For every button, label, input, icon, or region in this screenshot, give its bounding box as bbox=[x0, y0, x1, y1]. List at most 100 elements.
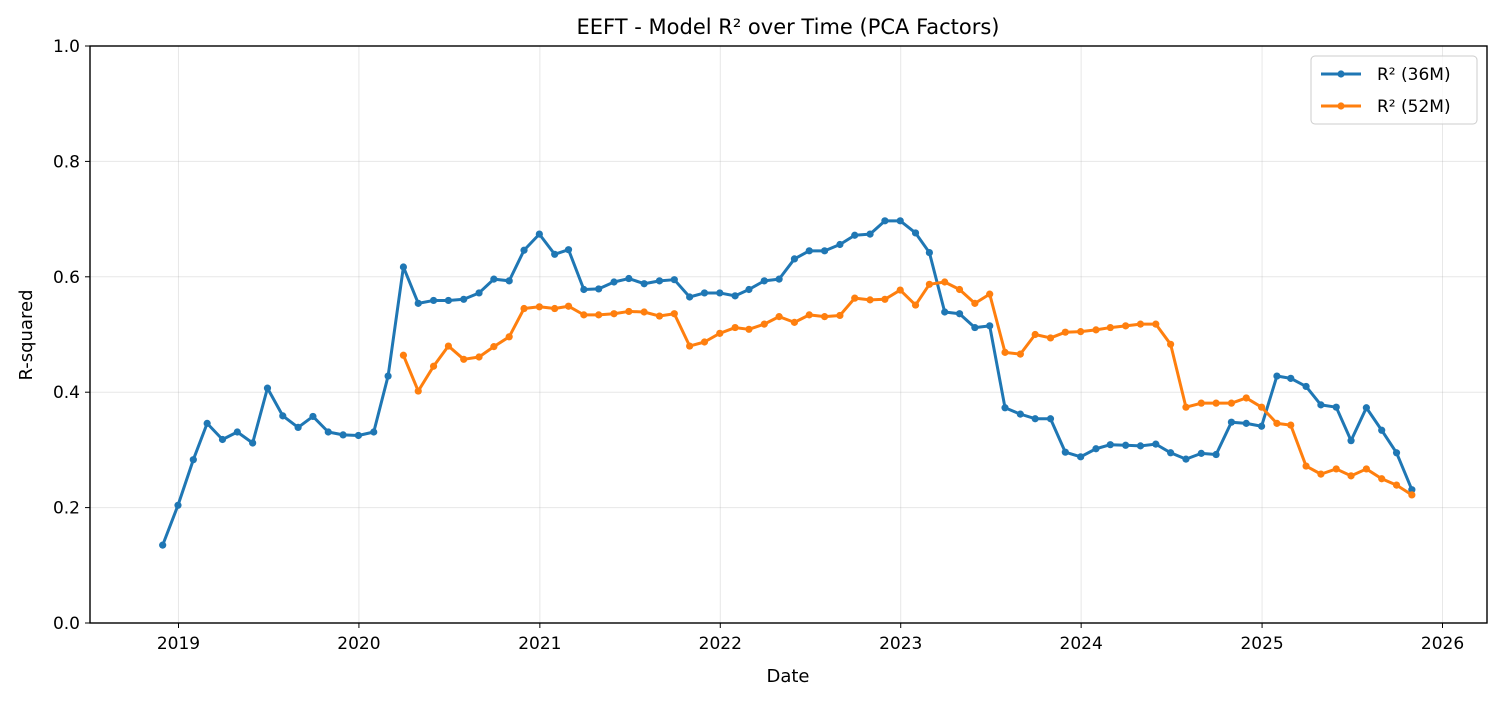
data-point bbox=[339, 431, 347, 439]
x-tick-label: 2020 bbox=[337, 634, 380, 654]
data-point bbox=[836, 311, 844, 320]
data-point bbox=[595, 285, 603, 293]
data-point bbox=[1001, 348, 1009, 356]
data-point bbox=[1046, 415, 1055, 423]
data-point bbox=[324, 428, 332, 436]
data-point bbox=[399, 351, 408, 359]
legend: R² (36M) R² (52M) bbox=[1310, 55, 1478, 125]
data-point bbox=[475, 289, 483, 297]
data-point bbox=[686, 342, 694, 350]
data-point bbox=[896, 286, 904, 294]
legend-item: R² (36M) bbox=[1321, 65, 1451, 85]
data-point bbox=[1092, 445, 1100, 453]
data-point bbox=[866, 230, 874, 238]
data-point bbox=[971, 299, 979, 307]
data-point bbox=[820, 313, 829, 321]
data-point bbox=[625, 274, 633, 283]
data-point bbox=[595, 311, 603, 319]
data-point bbox=[1347, 472, 1355, 480]
data-point bbox=[1408, 486, 1416, 494]
x-tick-label: 2026 bbox=[1421, 634, 1464, 654]
x-tick-label: 2023 bbox=[879, 634, 922, 654]
data-point bbox=[1302, 382, 1310, 391]
data-point bbox=[731, 292, 739, 300]
data-point bbox=[760, 320, 768, 328]
data-point bbox=[263, 384, 272, 392]
data-point bbox=[625, 307, 633, 316]
data-point bbox=[1362, 404, 1370, 412]
data-point bbox=[1392, 481, 1401, 489]
data-point bbox=[790, 255, 799, 263]
data-point bbox=[414, 387, 422, 395]
data-point bbox=[1273, 419, 1281, 427]
data-point bbox=[1122, 441, 1130, 449]
data-point bbox=[1242, 419, 1250, 427]
data-point bbox=[1077, 328, 1085, 336]
data-point bbox=[535, 230, 543, 238]
data-point bbox=[805, 247, 813, 255]
data-point bbox=[1362, 465, 1370, 473]
data-point bbox=[189, 456, 197, 464]
data-point bbox=[399, 263, 408, 271]
plot-frame bbox=[89, 45, 1488, 624]
data-point bbox=[1212, 450, 1220, 459]
data-point bbox=[1077, 453, 1085, 461]
data-point bbox=[460, 295, 468, 303]
data-point bbox=[955, 285, 964, 294]
data-point bbox=[716, 289, 724, 297]
x-tick-label: 2025 bbox=[1240, 634, 1283, 654]
data-point bbox=[384, 372, 392, 380]
data-point bbox=[551, 304, 559, 313]
data-point bbox=[370, 428, 378, 436]
data-point bbox=[1031, 330, 1039, 339]
data-point bbox=[580, 311, 588, 319]
series-line bbox=[161, 219, 1414, 547]
data-point bbox=[610, 310, 618, 318]
data-point bbox=[444, 342, 452, 350]
legend-label: R² (52M) bbox=[1377, 97, 1451, 117]
series-2 bbox=[399, 278, 1416, 499]
x-tick-label: 2022 bbox=[699, 634, 742, 654]
data-point bbox=[1061, 448, 1069, 456]
data-point bbox=[760, 277, 768, 285]
data-point bbox=[941, 278, 949, 286]
data-point bbox=[475, 353, 483, 361]
data-point bbox=[670, 310, 678, 318]
series-1 bbox=[159, 217, 1416, 549]
data-point bbox=[700, 338, 709, 346]
data-point bbox=[1408, 491, 1416, 499]
data-point bbox=[203, 419, 211, 427]
data-point bbox=[1106, 441, 1114, 449]
data-point bbox=[731, 323, 739, 332]
data-point bbox=[580, 285, 588, 294]
data-point bbox=[820, 247, 829, 255]
data-point bbox=[551, 250, 559, 258]
data-point bbox=[218, 435, 227, 444]
data-point bbox=[790, 318, 799, 326]
data-point bbox=[1136, 320, 1145, 328]
data-point bbox=[1212, 399, 1220, 407]
x-tick-label: 2019 bbox=[157, 634, 200, 654]
data-point bbox=[1167, 449, 1175, 457]
data-point bbox=[460, 355, 468, 363]
data-point bbox=[1152, 440, 1160, 448]
data-point bbox=[1046, 334, 1055, 342]
data-point bbox=[986, 290, 994, 298]
data-point bbox=[174, 501, 182, 509]
data-point bbox=[1197, 399, 1205, 407]
data-point bbox=[159, 541, 167, 549]
data-point bbox=[1378, 426, 1386, 434]
data-point bbox=[655, 277, 664, 285]
data-point bbox=[1257, 403, 1266, 411]
data-point bbox=[911, 229, 920, 237]
data-point bbox=[1016, 350, 1024, 358]
data-point bbox=[505, 333, 513, 341]
data-point bbox=[911, 301, 920, 309]
data-point bbox=[1332, 465, 1340, 473]
data-point bbox=[1317, 401, 1325, 409]
data-point bbox=[1152, 320, 1160, 328]
data-point bbox=[925, 248, 933, 257]
data-point bbox=[429, 296, 438, 305]
data-point bbox=[1001, 404, 1009, 412]
